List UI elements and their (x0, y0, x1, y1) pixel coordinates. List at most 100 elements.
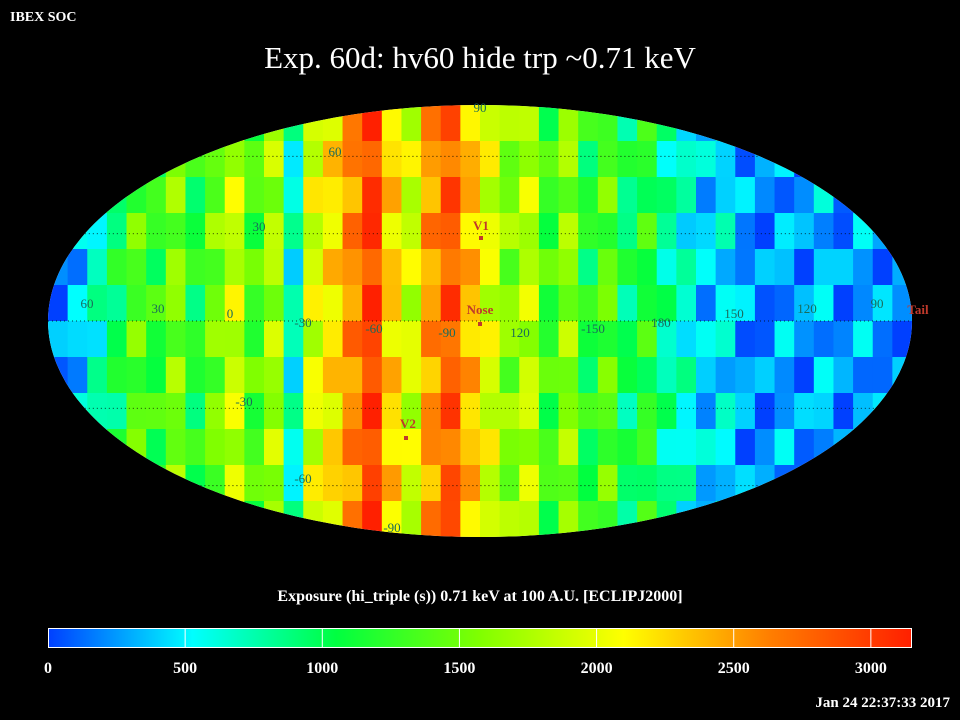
exposure-cell (538, 465, 560, 502)
exposure-cell (185, 141, 206, 178)
exposure-cell (519, 429, 540, 466)
exposure-cell (401, 357, 422, 394)
exposure-cell (440, 465, 461, 502)
lon-label: 180 (651, 315, 671, 330)
exposure-cell (735, 357, 756, 394)
exposure-cell (892, 393, 912, 430)
exposure-cell (362, 249, 383, 286)
exposure-cell (440, 429, 461, 466)
exposure-cell (656, 177, 677, 214)
exposure-cell (224, 465, 245, 502)
exposure-cell (87, 213, 108, 250)
exposure-cell (774, 393, 795, 430)
exposure-cell (597, 141, 619, 178)
exposure-cell (696, 429, 717, 466)
exposure-cell (597, 213, 619, 250)
exposure-cell (421, 501, 442, 537)
exposure-cell (480, 501, 501, 537)
exposure-cell (126, 249, 147, 286)
exposure-cell (244, 429, 265, 466)
exposure-cell (715, 141, 736, 178)
exposure-cell (67, 105, 88, 142)
exposure-cell (676, 177, 697, 214)
exposure-cell (833, 213, 854, 250)
exposure-cell (794, 285, 815, 322)
marker-label-nose: Nose (467, 302, 494, 317)
marker-label-v2: V2 (400, 416, 416, 431)
exposure-cell (401, 465, 422, 502)
exposure-cell (67, 249, 88, 286)
exposure-cell (676, 465, 697, 502)
exposure-cell (617, 501, 638, 537)
exposure-cell (165, 393, 187, 430)
exposure-cell (126, 141, 147, 178)
exposure-cell (165, 249, 187, 286)
lat-label: 30 (253, 219, 266, 234)
marker-dot (478, 322, 482, 326)
exposure-cell (126, 501, 147, 537)
exposure-cell (872, 429, 893, 466)
exposure-cell (676, 141, 697, 178)
exposure-cell (715, 357, 736, 394)
exposure-cell (519, 141, 540, 178)
exposure-cell (617, 357, 638, 394)
exposure-cell (578, 321, 599, 358)
exposure-cell (794, 465, 815, 502)
exposure-cell (224, 285, 245, 322)
lat-label: 90 (474, 100, 487, 115)
exposure-cell (106, 501, 128, 537)
exposure-cell (538, 105, 560, 142)
exposure-cell (67, 429, 88, 466)
exposure-cell (165, 357, 187, 394)
exposure-cell (283, 501, 304, 537)
exposure-cell (381, 429, 403, 466)
exposure-cell (696, 249, 717, 286)
exposure-cell (401, 105, 422, 142)
exposure-cell (244, 141, 265, 178)
exposure-cell (872, 105, 893, 142)
exposure-cell (833, 249, 854, 286)
exposure-cell (322, 465, 344, 502)
exposure-cell (224, 321, 245, 358)
exposure-cell (696, 177, 717, 214)
exposure-cell (421, 465, 442, 502)
exposure-cell (460, 357, 481, 394)
exposure-cell (892, 321, 912, 358)
exposure-cell (754, 357, 776, 394)
exposure-cell (597, 429, 619, 466)
exposure-cell (538, 321, 560, 358)
exposure-cell (774, 285, 795, 322)
exposure-cell (617, 213, 638, 250)
exposure-cell (381, 501, 403, 537)
exposure-cell (696, 285, 717, 322)
org-label: IBEX SOC (10, 10, 77, 25)
exposure-cell (872, 501, 893, 537)
exposure-cell (872, 393, 893, 430)
exposure-cell (480, 249, 501, 286)
exposure-cell (499, 321, 520, 358)
exposure-cell (303, 285, 324, 322)
exposure-cell (87, 465, 108, 502)
exposure-cell (264, 249, 285, 286)
exposure-cell (185, 393, 206, 430)
exposure-cell (499, 177, 520, 214)
exposure-cell (48, 105, 69, 142)
exposure-cell (637, 465, 658, 502)
exposure-cell (833, 465, 854, 502)
colorbar (48, 628, 912, 648)
exposure-cell (597, 321, 619, 358)
exposure-cell (165, 465, 187, 502)
exposure-cell (401, 501, 422, 537)
exposure-cell (264, 177, 285, 214)
exposure-cell (303, 177, 324, 214)
exposure-cell (205, 105, 226, 142)
exposure-cell (244, 249, 265, 286)
exposure-cell (578, 465, 599, 502)
exposure-cell (578, 213, 599, 250)
exposure-cell (578, 393, 599, 430)
exposure-cell (401, 285, 422, 322)
exposure-cell (754, 393, 776, 430)
exposure-cell (165, 141, 187, 178)
exposure-cell (87, 249, 108, 286)
exposure-cell (440, 393, 461, 430)
